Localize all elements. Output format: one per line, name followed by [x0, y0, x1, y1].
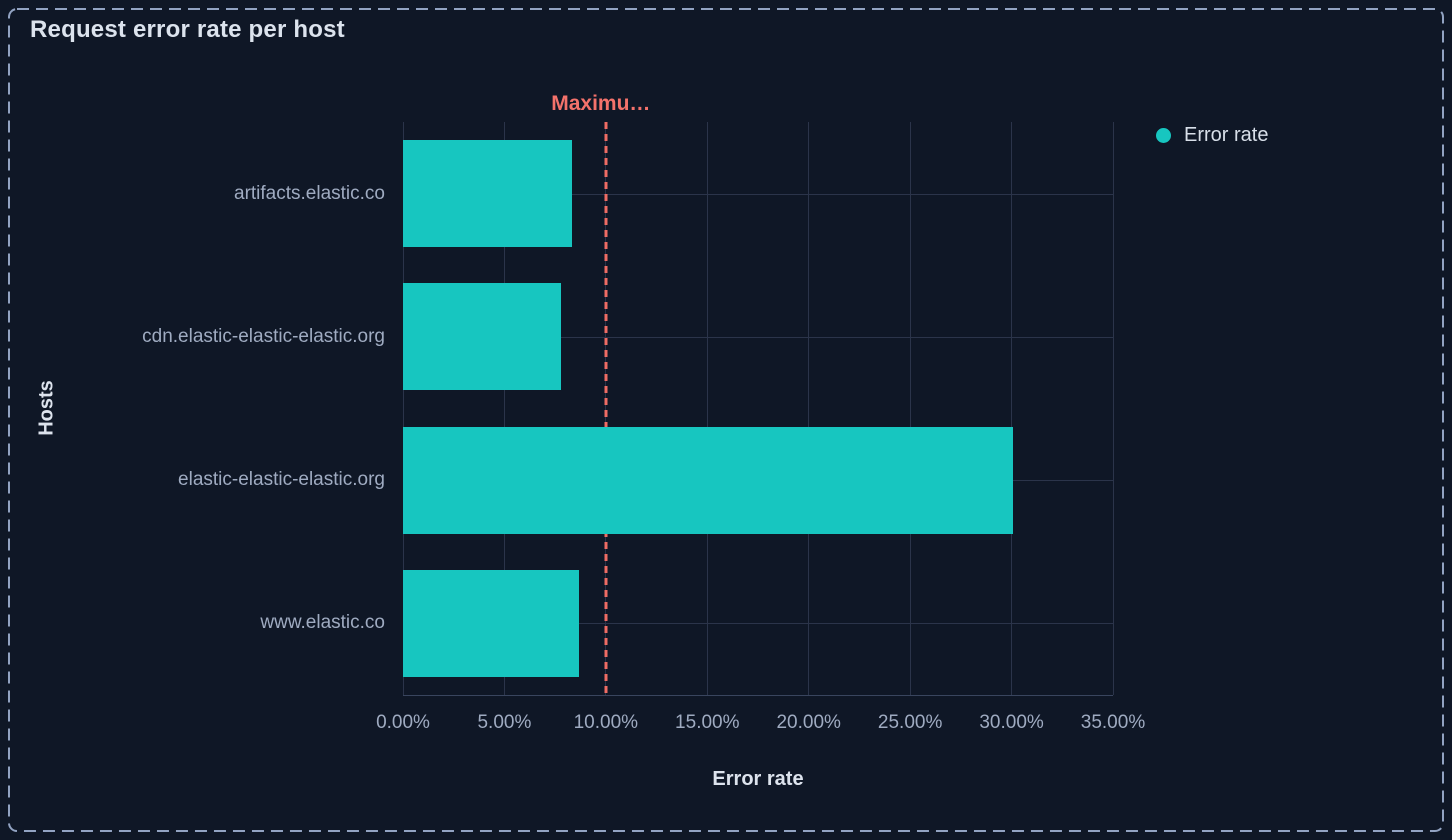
y-tick-label: elastic-elastic-elastic.org [178, 469, 385, 491]
x-tick-label: 5.00% [477, 712, 532, 733]
threshold-line [604, 122, 608, 695]
legend-item-error-rate[interactable]: Error rate [1156, 124, 1268, 147]
gridline-vertical [808, 122, 810, 695]
gridline-vertical [706, 122, 708, 695]
legend-dot-icon [1156, 128, 1171, 143]
gridline-horizontal [403, 623, 1113, 625]
y-tick-label: artifacts.elastic.co [234, 182, 385, 204]
panel-title: Request error rate per host [30, 16, 345, 43]
gridline-horizontal [403, 336, 1113, 338]
x-tick-label: 30.00% [979, 712, 1044, 733]
gridline-vertical [909, 122, 911, 695]
y-tick-label: www.elastic.co [260, 612, 385, 634]
x-axis-title: Error rate [712, 768, 804, 790]
bar-elastic-elastic-elastic.org[interactable] [403, 426, 1013, 534]
gridline-vertical [1112, 122, 1114, 695]
x-tick-label: 0.00% [376, 712, 430, 733]
x-tick-label: 10.00% [573, 712, 639, 733]
legend-item-label: Error rate [1184, 124, 1269, 146]
x-tick-label: 20.00% [776, 712, 841, 733]
threshold-label: Maximu… [551, 92, 651, 115]
gridline-horizontal [403, 193, 1113, 195]
bar-artifacts.elastic.co[interactable] [403, 140, 572, 248]
gridline-vertical [402, 122, 404, 695]
x-tick-label: 15.00% [675, 712, 740, 733]
x-tick-label: 35.00% [1080, 712, 1146, 733]
bar-cdn.elastic-elastic-elastic.org[interactable] [403, 283, 562, 391]
y-tick-label: cdn.elastic-elastic-elastic.org [142, 325, 385, 347]
plot-area [402, 122, 1114, 696]
legend: Error rate [1156, 124, 1268, 147]
x-tick-label: 25.00% [877, 712, 943, 733]
gridline-vertical [503, 122, 505, 695]
bar-www.elastic.co[interactable] [403, 569, 580, 677]
gridline-vertical [1011, 122, 1013, 695]
y-axis-labels: artifacts.elastic.co cdn.elastic-elastic-… [40, 122, 385, 695]
x-axis-ticks: 0.00% 5.00% 10.00% 15.00% 20.00% 25.00% 30.00%… [0, 712, 1452, 738]
